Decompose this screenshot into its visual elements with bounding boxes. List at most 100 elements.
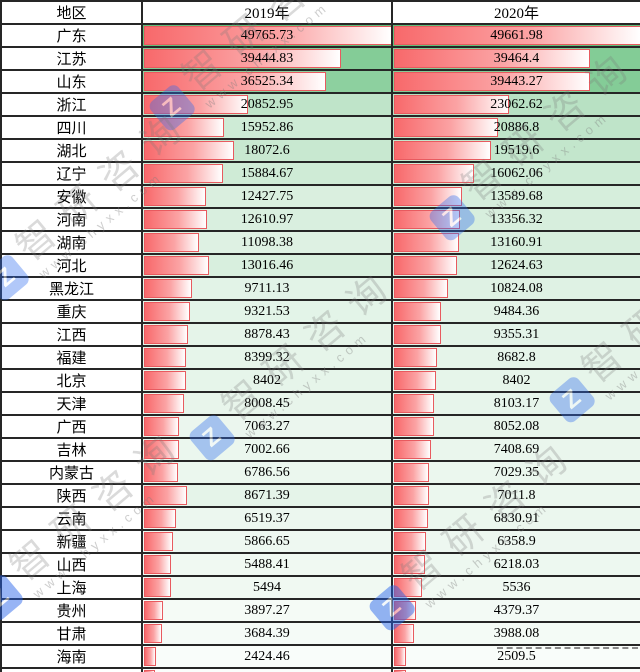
header-row: 地区 2019年 2020年 (0, 0, 640, 25)
cell-value: 19519.6 (493, 142, 540, 158)
value-cell-2020: 8052.08 (391, 414, 640, 439)
table-row: 四川 15952.86 20886.8 (0, 115, 640, 140)
cell-value: 3988.08 (493, 625, 540, 641)
value-cell-2019: 8399.32 (141, 345, 393, 370)
cell-value: 5536 (502, 579, 531, 595)
cell-value: 23062.62 (490, 96, 543, 112)
cell-value: 6519.37 (244, 510, 290, 526)
data-bar (144, 279, 193, 298)
cell-value: 7011.8 (497, 487, 536, 503)
data-bar (394, 141, 492, 160)
value-cell-2020: 4379.37 (391, 598, 640, 623)
table-row: 吉林 7002.66 7408.69 (0, 437, 640, 462)
table-row: 河北 13016.46 12624.63 (0, 253, 640, 278)
data-bar (394, 463, 429, 482)
value-cell-2020: 6358.9 (391, 529, 640, 554)
value-cell-2019: 18072.6 (141, 138, 393, 163)
data-bar (144, 49, 341, 68)
cell-value: 13016.46 (240, 257, 294, 273)
value-cell-2019: 5866.65 (141, 529, 393, 554)
region-cell: 内蒙古 (0, 460, 143, 485)
data-bar (394, 555, 425, 574)
cell-value: 3684.39 (244, 625, 290, 641)
value-cell-2019: 2249.39 (141, 667, 393, 672)
cell-value: 49661.98 (490, 27, 543, 43)
cell-value: 7029.35 (493, 464, 540, 480)
cell-value: 12624.63 (490, 257, 543, 273)
value-cell-2019: 15884.67 (141, 161, 393, 186)
cell-value: 8402 (502, 372, 531, 388)
cell-value: 8103.17 (493, 395, 540, 411)
cell-value: 5494 (253, 579, 281, 595)
cell-value: 13589.68 (490, 188, 543, 204)
cell-value: 8008.45 (244, 395, 290, 411)
region-cell: 甘肃 (0, 621, 143, 646)
table-row: 甘肃 3684.39 3988.08 (0, 621, 640, 646)
data-bar (394, 670, 406, 672)
data-bar (394, 233, 460, 252)
data-bar (394, 371, 436, 390)
cell-value: 15952.86 (240, 119, 294, 135)
data-bar (144, 233, 200, 252)
cell-value: 7063.27 (244, 418, 290, 434)
cell-value: 39444.83 (240, 50, 294, 66)
page-break-dashed-line (497, 647, 638, 649)
table-row: 宁夏2249.392352.95 (0, 667, 640, 672)
data-bar (394, 325, 441, 344)
cell-value: 8399.32 (244, 349, 290, 365)
cell-value: 12427.75 (240, 188, 294, 204)
table-row: 内蒙古 6786.56 7029.35 (0, 460, 640, 485)
header-2019: 2019年 (141, 0, 393, 25)
value-cell-2020: 6830.91 (391, 506, 640, 531)
table-row: 北京 8402 8402 (0, 368, 640, 393)
cell-value: 5488.41 (244, 556, 290, 572)
value-cell-2019: 2424.46 (141, 644, 393, 669)
region-cell: 宁夏 (0, 667, 143, 672)
region-cell: 上海 (0, 575, 143, 600)
value-cell-2019: 7063.27 (141, 414, 393, 439)
data-bar (394, 187, 462, 206)
region-cell: 新疆 (0, 529, 143, 554)
value-cell-2020: 12624.63 (391, 253, 640, 278)
data-bar (144, 670, 156, 672)
data-bar (394, 49, 591, 68)
cell-value: 3897.27 (244, 602, 290, 618)
region-cell: 江苏 (0, 46, 143, 71)
value-cell-2019: 13016.46 (141, 253, 393, 278)
region-cell: 云南 (0, 506, 143, 531)
cell-value: 2509.5 (497, 648, 536, 664)
region-cell: 陕西 (0, 483, 143, 508)
data-bar (394, 624, 414, 643)
value-cell-2019: 12610.97 (141, 207, 393, 232)
cell-value: 8682.8 (497, 349, 536, 365)
value-cell-2020: 8402 (391, 368, 640, 393)
region-cell: 湖北 (0, 138, 143, 163)
header-region: 地区 (0, 0, 143, 25)
table-row: 云南 6519.37 6830.91 (0, 506, 640, 531)
value-cell-2019: 8878.43 (141, 322, 393, 347)
cell-value: 13356.32 (490, 211, 543, 227)
cell-value: 11098.38 (241, 234, 293, 250)
data-bar (394, 486, 429, 505)
region-cell: 河北 (0, 253, 143, 278)
region-cell: 四川 (0, 115, 143, 140)
table-row: 辽宁 15884.67 16062.06 (0, 161, 640, 186)
value-cell-2019: 5494 (141, 575, 393, 600)
cell-value: 8671.39 (244, 487, 290, 503)
cell-value: 20852.95 (240, 96, 294, 112)
cell-value: 16062.06 (490, 165, 543, 181)
region-cell: 广东 (0, 23, 143, 48)
data-bar (144, 624, 163, 643)
data-bar (394, 509, 428, 528)
table-row: 福建 8399.32 8682.8 (0, 345, 640, 370)
data-bar (144, 141, 235, 160)
cell-value: 6218.03 (493, 556, 540, 572)
data-bar (144, 187, 206, 206)
value-cell-2019: 6786.56 (141, 460, 393, 485)
region-cell: 贵州 (0, 598, 143, 623)
value-cell-2019: 12427.75 (141, 184, 393, 209)
data-bar (144, 417, 180, 436)
data-bar (144, 509, 177, 528)
